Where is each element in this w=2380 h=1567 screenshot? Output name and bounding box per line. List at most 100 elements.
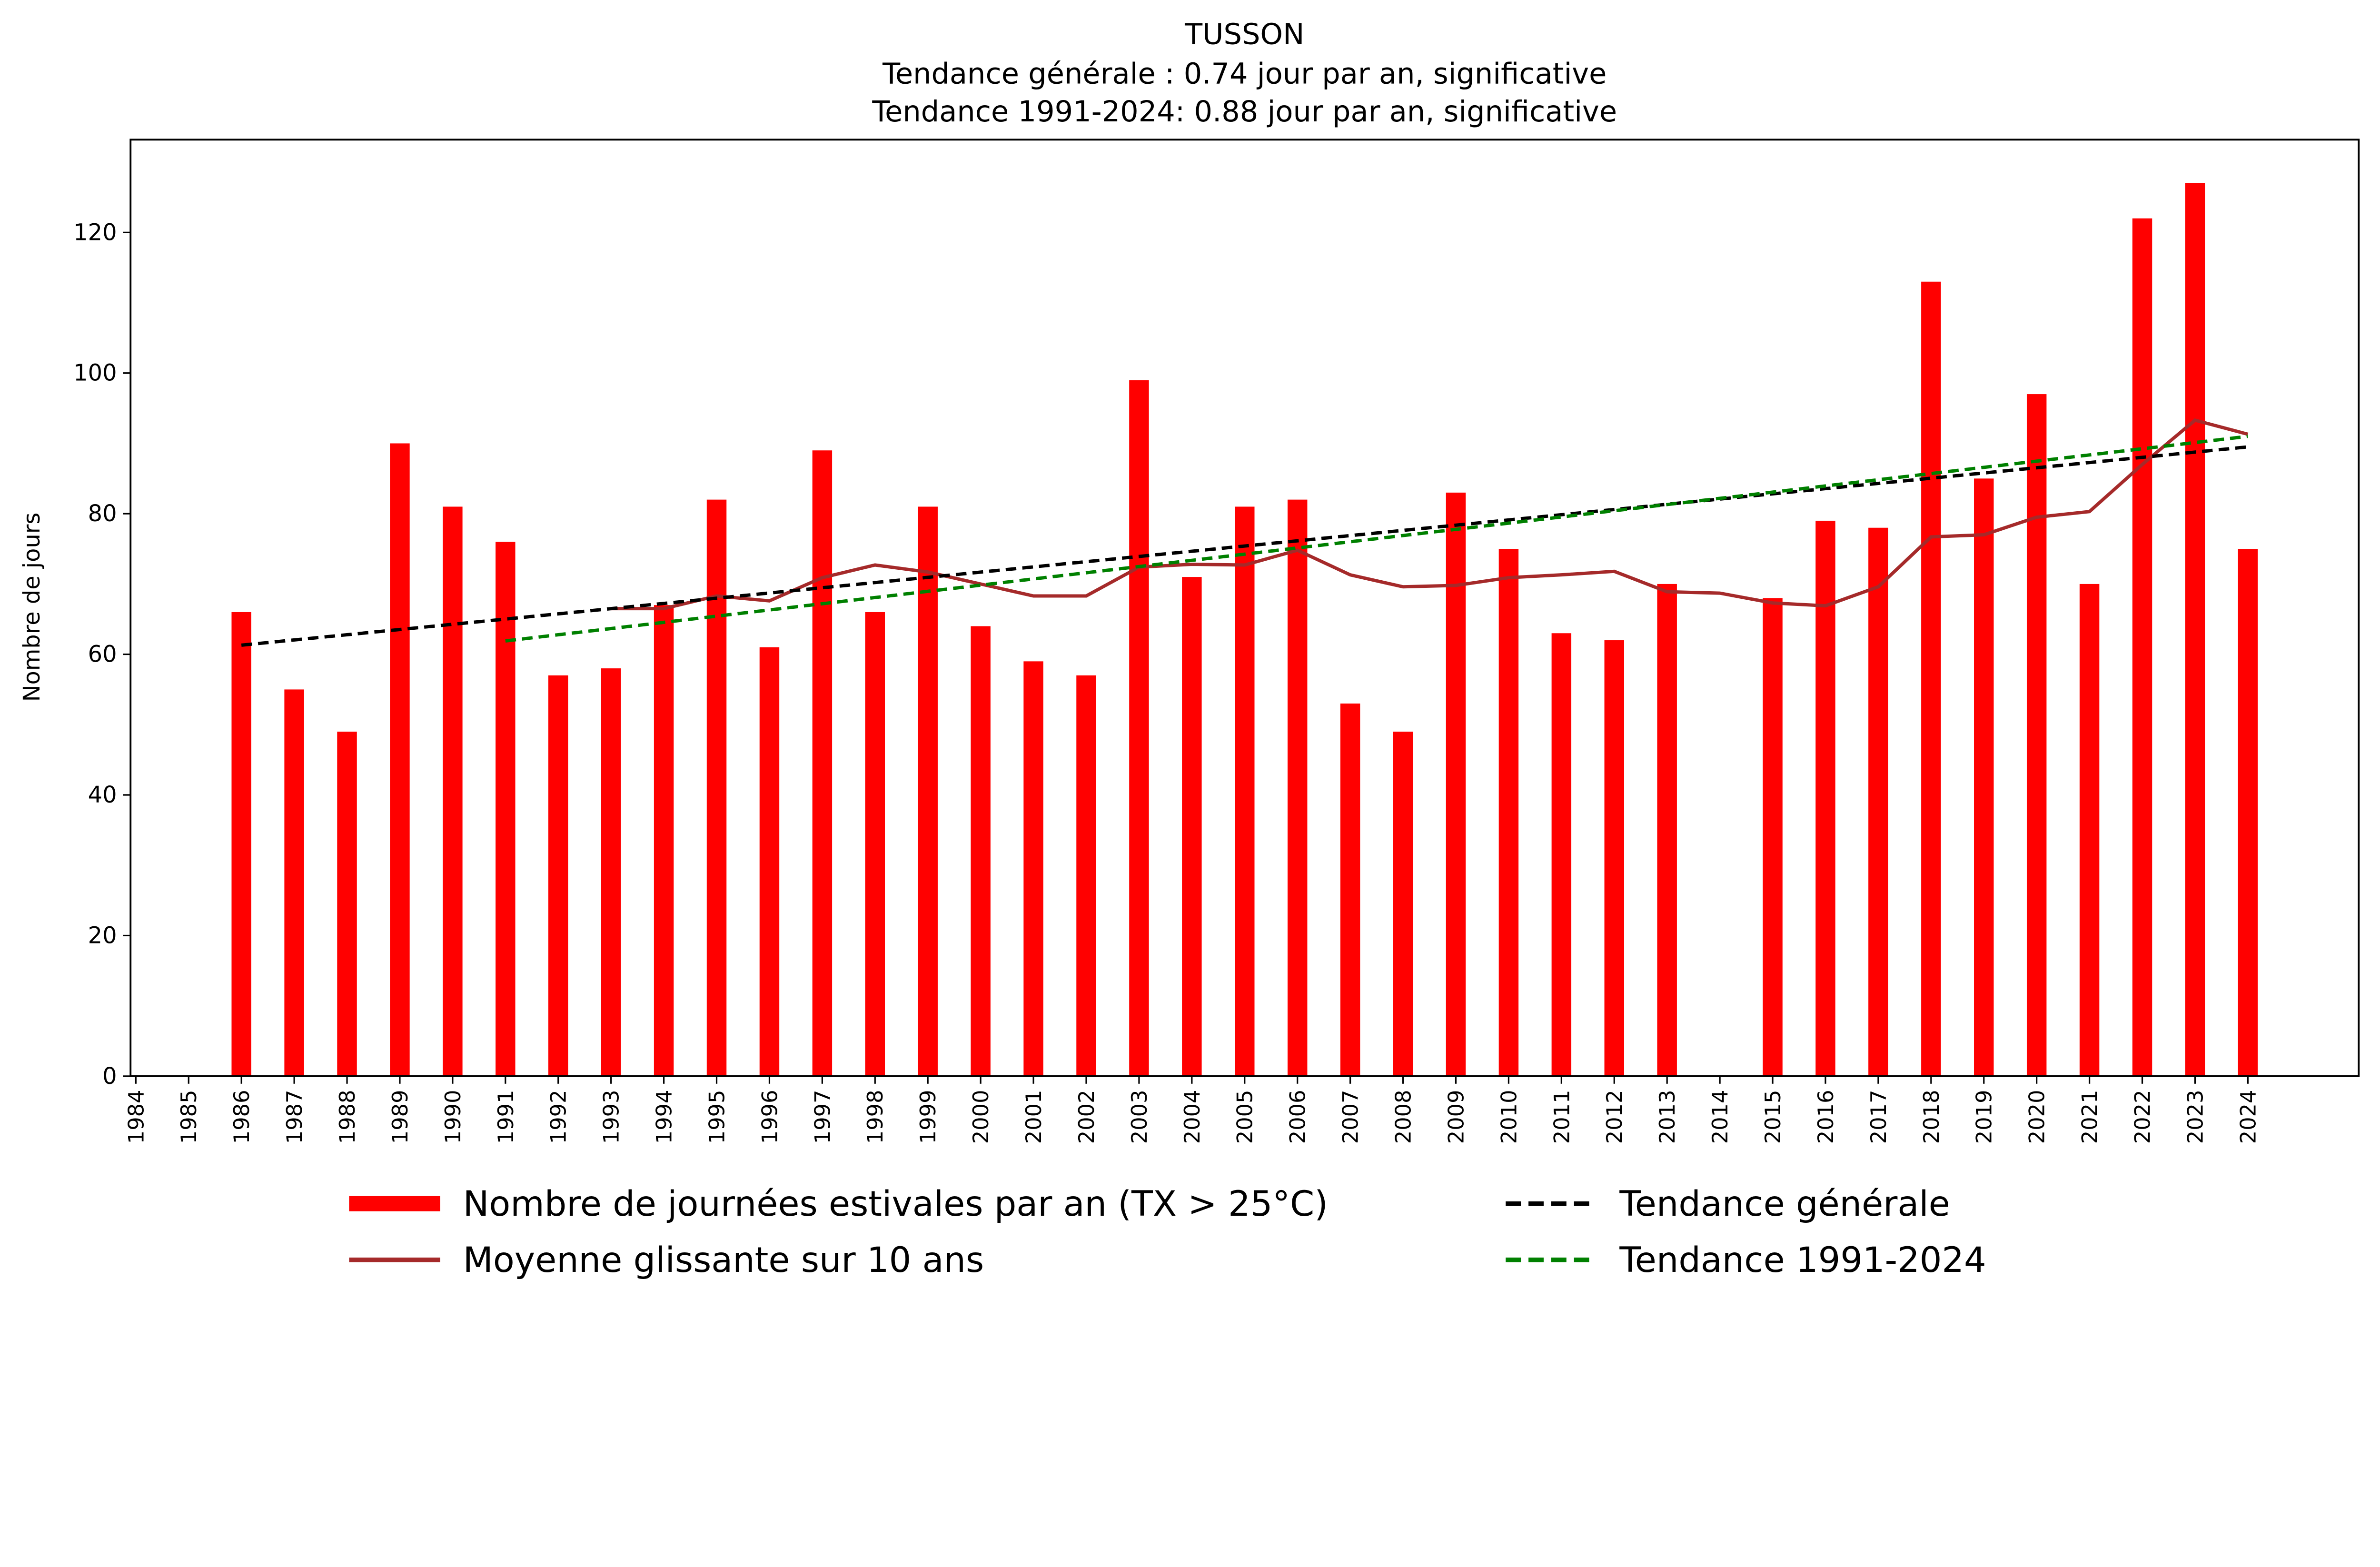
bar-2011 (1551, 633, 1572, 1076)
x-tick-label: 2004 (1180, 1090, 1205, 1144)
x-tick-label: 1987 (282, 1090, 307, 1144)
bar-2008 (1393, 732, 1413, 1076)
x-tick-label: 2009 (1444, 1090, 1468, 1144)
x-tick-label: 2012 (1602, 1090, 1627, 1144)
bar-1998 (865, 612, 885, 1076)
bar-1992 (548, 675, 568, 1076)
bar-2017 (1868, 527, 1888, 1076)
bar-1986 (231, 612, 251, 1076)
bar-2002 (1076, 675, 1096, 1076)
bar-1991 (496, 542, 516, 1076)
x-tick-label: 2003 (1127, 1090, 1152, 1144)
legend-label-1: Moyenne glissante sur 10 ans (463, 1240, 984, 1280)
chart: TUSSON Tendance générale : 0.74 jour par… (19, 18, 2360, 1280)
x-tick-label: 2007 (1339, 1090, 1363, 1144)
bars-group (231, 183, 2258, 1076)
bar-2006 (1287, 499, 1308, 1076)
bar-2015 (1763, 598, 1783, 1076)
x-tick-label: 1990 (441, 1090, 466, 1144)
x-tick-label: 2023 (2183, 1090, 2208, 1144)
bar-2023 (2185, 183, 2205, 1076)
legend-label-0: Nombre de journées estivales par an (TX … (463, 1184, 1328, 1224)
bar-2013 (1657, 584, 1677, 1076)
y-tick-label: 20 (88, 922, 117, 949)
bar-2022 (2132, 218, 2152, 1076)
legend-label-2: Tendance générale (1619, 1184, 1950, 1224)
x-tick-label: 2024 (2236, 1090, 2261, 1144)
bar-2019 (1974, 478, 1994, 1076)
bar-1999 (918, 506, 938, 1076)
x-tick-label: 1984 (124, 1090, 149, 1144)
x-tick-label: 1991 (494, 1090, 518, 1144)
title-line-trend-general: Tendance générale : 0.74 jour par an, si… (882, 57, 1606, 90)
bar-2010 (1498, 549, 1519, 1076)
bar-2009 (1446, 492, 1466, 1076)
x-tick-label: 1986 (229, 1090, 254, 1144)
x-tick-label: 1985 (177, 1090, 201, 1144)
bar-2005 (1235, 506, 1255, 1076)
moving-average-line (611, 418, 2249, 611)
y-tick-label: 80 (88, 501, 117, 527)
y-tick-label: 40 (88, 782, 117, 808)
x-tick-label: 2021 (2078, 1090, 2102, 1144)
legend-label-3: Tendance 1991-2024 (1619, 1240, 1986, 1280)
x-tick-label: 2002 (1074, 1090, 1099, 1144)
bar-1995 (706, 499, 727, 1076)
chart-title: TUSSON Tendance générale : 0.74 jour par… (872, 18, 1617, 129)
x-tick-label: 1988 (335, 1090, 360, 1144)
x-tick-label: 2020 (2025, 1090, 2050, 1144)
x-tick-label: 2019 (1972, 1090, 1997, 1144)
y-tick-label: 120 (73, 219, 117, 246)
bar-1993 (601, 668, 621, 1076)
trend-general-line (241, 445, 2248, 647)
bar-2007 (1340, 703, 1360, 1076)
bar-2001 (1023, 661, 1043, 1076)
x-tick-label: 2015 (1761, 1090, 1785, 1144)
bar-1990 (443, 506, 463, 1076)
bar-1987 (284, 689, 304, 1076)
x-tick-label: 1992 (546, 1090, 571, 1144)
lines-group (241, 418, 2249, 647)
x-tick-label: 2006 (1286, 1090, 1310, 1144)
bar-2016 (1815, 520, 1835, 1076)
x-tick-label: 1996 (757, 1090, 782, 1144)
title-line-station: TUSSON (1184, 18, 1304, 51)
x-tick-label: 1995 (704, 1090, 729, 1144)
x-tick-label: 2014 (1708, 1090, 1733, 1144)
x-tick-label: 1997 (810, 1090, 835, 1144)
bar-2021 (2079, 584, 2100, 1076)
bar-2020 (2026, 394, 2047, 1076)
x-tick-label: 2017 (1866, 1090, 1891, 1144)
y-tick-label: 0 (102, 1063, 117, 1090)
x-tick-label: 2005 (1233, 1090, 1258, 1144)
y-tick-label: 60 (88, 642, 117, 668)
x-tick-label: 2001 (1021, 1090, 1046, 1144)
x-tick-label: 2022 (2130, 1090, 2155, 1144)
bar-1989 (390, 443, 410, 1076)
bar-2012 (1604, 640, 1624, 1076)
bar-2004 (1182, 577, 1202, 1076)
x-axis: 1984 1985 1986 1987 1988 1989 1990 1991 1992 1993… (124, 1076, 2261, 1144)
bar-2024 (2238, 549, 2258, 1076)
x-tick-label: 2013 (1655, 1090, 1680, 1144)
bar-1994 (654, 605, 674, 1076)
legend: Nombre de journées estivales par an (TX … (349, 1184, 1986, 1280)
x-tick-label: 1998 (863, 1090, 888, 1144)
bar-1997 (812, 450, 833, 1076)
bar-1996 (759, 647, 780, 1076)
bar-2003 (1129, 380, 1149, 1076)
x-tick-label: 1993 (599, 1090, 624, 1144)
x-tick-label: 1994 (652, 1090, 677, 1144)
bar-1988 (337, 732, 357, 1076)
x-tick-label: 2018 (1919, 1090, 1944, 1144)
x-tick-label: 2016 (1814, 1090, 1838, 1144)
y-axis-label: Nombre de jours (19, 513, 45, 702)
bar-2000 (971, 626, 991, 1076)
bar-2018 (1921, 281, 1941, 1076)
x-tick-label: 2008 (1391, 1090, 1416, 1144)
x-tick-label: 1999 (916, 1090, 941, 1144)
y-axis: 0 20 40 60 80 100 120 (73, 219, 131, 1090)
x-tick-label: 2000 (969, 1090, 993, 1144)
x-tick-label: 1989 (388, 1090, 413, 1144)
y-tick-label: 100 (73, 360, 117, 387)
